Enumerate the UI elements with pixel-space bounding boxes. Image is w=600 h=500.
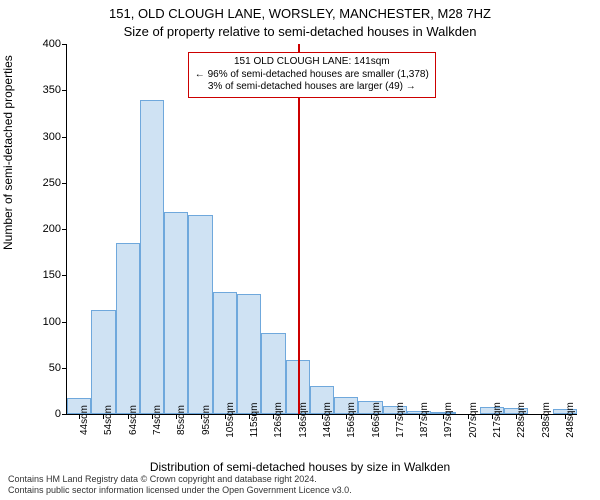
histogram-bar	[140, 100, 164, 415]
x-axis-label: Distribution of semi-detached houses by …	[0, 460, 600, 474]
histogram-bar	[188, 215, 212, 414]
y-tick-label: 250	[43, 177, 61, 189]
chart-container: 151, OLD CLOUGH LANE, WORSLEY, MANCHESTE…	[0, 0, 600, 500]
footer-attribution: Contains HM Land Registry data © Crown c…	[8, 474, 592, 496]
x-tick-label: 44sqm	[79, 405, 90, 435]
y-tick-mark	[62, 90, 67, 91]
histogram-bar	[164, 212, 188, 414]
x-tick-label: 54sqm	[103, 405, 114, 435]
x-tick-label: 166sqm	[371, 402, 382, 438]
y-tick-label: 0	[55, 408, 61, 420]
histogram-bar	[91, 310, 115, 414]
x-tick-label: 64sqm	[128, 405, 139, 435]
chart-title-line1: 151, OLD CLOUGH LANE, WORSLEY, MANCHESTE…	[0, 6, 600, 21]
footer-line1: Contains HM Land Registry data © Crown c…	[8, 474, 592, 485]
y-tick-label: 300	[43, 131, 61, 143]
x-tick-label: 74sqm	[152, 405, 163, 435]
histogram-bar	[213, 292, 237, 414]
y-tick-mark	[62, 414, 67, 415]
y-tick-mark	[62, 44, 67, 45]
x-tick-label: 207sqm	[468, 402, 479, 438]
y-tick-mark	[62, 183, 67, 184]
annotation-box: 151 OLD CLOUGH LANE: 141sqm← 96% of semi…	[188, 52, 436, 98]
annotation-line: 151 OLD CLOUGH LANE: 141sqm	[195, 56, 429, 69]
annotation-line: ← 96% of semi-detached houses are smalle…	[195, 69, 429, 82]
footer-line2: Contains public sector information licen…	[8, 485, 592, 496]
y-tick-label: 400	[43, 38, 61, 50]
histogram-bar	[237, 294, 261, 414]
y-axis-label: Number of semi-detached properties	[1, 55, 15, 250]
y-tick-mark	[62, 322, 67, 323]
x-tick-label: 177sqm	[395, 402, 406, 438]
y-tick-label: 150	[43, 269, 61, 281]
x-tick-label: 217sqm	[492, 402, 503, 438]
plot-area: 05010015020025030035040044sqm54sqm64sqm7…	[66, 44, 577, 415]
x-tick-label: 228sqm	[516, 402, 527, 438]
annotation-line: 3% of semi-detached houses are larger (4…	[195, 81, 429, 94]
y-tick-mark	[62, 368, 67, 369]
x-tick-label: 156sqm	[346, 402, 357, 438]
x-tick-label: 85sqm	[176, 405, 187, 435]
x-tick-label: 146sqm	[322, 402, 333, 438]
y-tick-mark	[62, 137, 67, 138]
x-tick-label: 187sqm	[419, 402, 430, 438]
y-tick-label: 200	[43, 223, 61, 235]
x-tick-label: 248sqm	[565, 402, 576, 438]
x-tick-label: 115sqm	[249, 403, 260, 438]
y-tick-label: 350	[43, 84, 61, 96]
x-tick-label: 126sqm	[273, 402, 284, 438]
x-tick-label: 95sqm	[201, 405, 212, 435]
y-tick-label: 50	[49, 362, 61, 374]
x-tick-label: 197sqm	[443, 402, 454, 438]
reference-marker-line	[298, 44, 300, 414]
y-tick-mark	[62, 229, 67, 230]
y-tick-mark	[62, 275, 67, 276]
y-tick-label: 100	[43, 316, 61, 328]
x-tick-label: 105sqm	[225, 402, 236, 438]
chart-title-line2: Size of property relative to semi-detach…	[0, 24, 600, 39]
x-tick-label: 238sqm	[541, 402, 552, 438]
histogram-bar	[116, 243, 140, 414]
